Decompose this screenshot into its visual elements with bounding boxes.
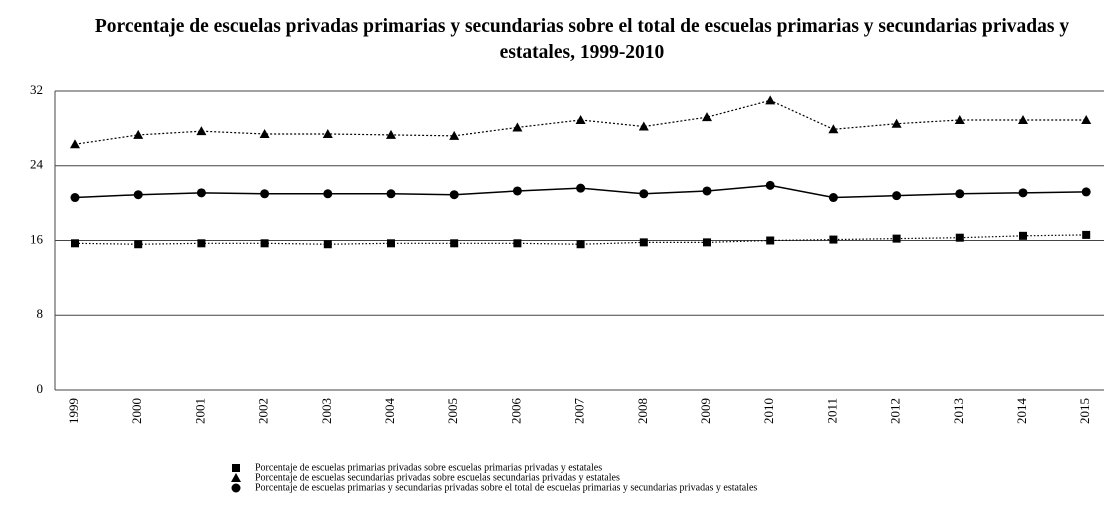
x-tick-label: 2007	[572, 398, 587, 425]
marker	[1018, 188, 1028, 198]
x-tick-label: 2000	[129, 398, 144, 424]
marker	[892, 191, 902, 201]
y-tick-label: 0	[37, 381, 44, 396]
x-tick-label: 2004	[382, 398, 397, 425]
marker	[638, 121, 649, 131]
x-tick-label: 2003	[319, 398, 334, 424]
marker	[323, 240, 332, 249]
chart-title: Porcentaje de escuelas privadas primaria…	[94, 16, 1070, 63]
marker	[639, 238, 648, 247]
marker	[1019, 231, 1027, 240]
legend-label: Porcentaje de escuelas secundarias priva…	[255, 472, 620, 483]
x-tick-label: 2002	[256, 398, 271, 424]
marker	[197, 239, 206, 248]
legend-label: Porcentaje de escuelas primarias y secun…	[255, 482, 757, 493]
marker	[70, 193, 80, 203]
marker	[1081, 114, 1092, 124]
x-tick-label: 2014	[1014, 398, 1029, 425]
marker	[323, 189, 333, 199]
y-tick-label: 32	[30, 82, 43, 97]
marker	[512, 186, 522, 196]
marker	[1018, 114, 1028, 124]
legend-label: Porcentaje de escuelas primarias privada…	[255, 462, 602, 473]
marker	[576, 183, 586, 193]
y-tick-label: 8	[37, 306, 44, 321]
marker	[1082, 230, 1091, 239]
marker	[892, 234, 901, 243]
marker	[231, 483, 241, 493]
marker	[449, 190, 459, 200]
x-tick-label: 2013	[951, 398, 966, 424]
y-tick-label: 24	[30, 157, 44, 172]
marker	[512, 122, 523, 132]
x-tick-label: 2006	[508, 398, 523, 425]
marker	[232, 464, 240, 472]
marker	[1081, 187, 1091, 197]
x-tick-label: 2011	[824, 398, 839, 424]
marker	[196, 188, 206, 198]
marker	[955, 233, 964, 242]
marker	[231, 473, 241, 482]
x-tick-label: 2015	[1077, 398, 1092, 424]
x-tick-label: 2008	[635, 398, 650, 424]
marker	[133, 190, 143, 200]
marker	[386, 129, 396, 139]
marker	[828, 124, 839, 134]
marker	[449, 130, 460, 140]
x-tick-label: 2009	[698, 398, 713, 424]
marker	[387, 239, 395, 248]
x-tick-label: 2010	[761, 398, 776, 424]
marker	[386, 189, 396, 199]
marker	[954, 114, 965, 124]
marker	[450, 239, 459, 248]
marker	[513, 239, 522, 248]
y-tick-label: 16	[30, 231, 44, 246]
x-tick-label: 1999	[66, 398, 81, 424]
x-tick-label: 2005	[445, 398, 460, 424]
marker	[322, 128, 333, 138]
marker	[575, 114, 586, 124]
marker	[828, 193, 838, 203]
marker	[576, 240, 585, 249]
marker	[259, 128, 270, 138]
marker	[71, 239, 79, 248]
x-tick-label: 2001	[192, 398, 207, 424]
marker	[766, 236, 775, 245]
marker	[765, 180, 775, 190]
series-line	[74, 234, 1087, 245]
marker	[133, 129, 144, 139]
marker	[134, 240, 143, 249]
marker	[702, 112, 712, 122]
x-tick-label: 2012	[888, 398, 903, 424]
marker	[70, 139, 80, 149]
marker	[196, 126, 207, 136]
marker	[765, 95, 776, 105]
marker	[260, 239, 269, 248]
marker	[955, 189, 965, 199]
marker	[639, 189, 649, 199]
marker	[703, 238, 711, 247]
marker	[829, 235, 838, 244]
series-line	[74, 99, 1087, 145]
marker	[260, 189, 270, 199]
marker	[702, 186, 712, 196]
marker	[891, 118, 902, 128]
